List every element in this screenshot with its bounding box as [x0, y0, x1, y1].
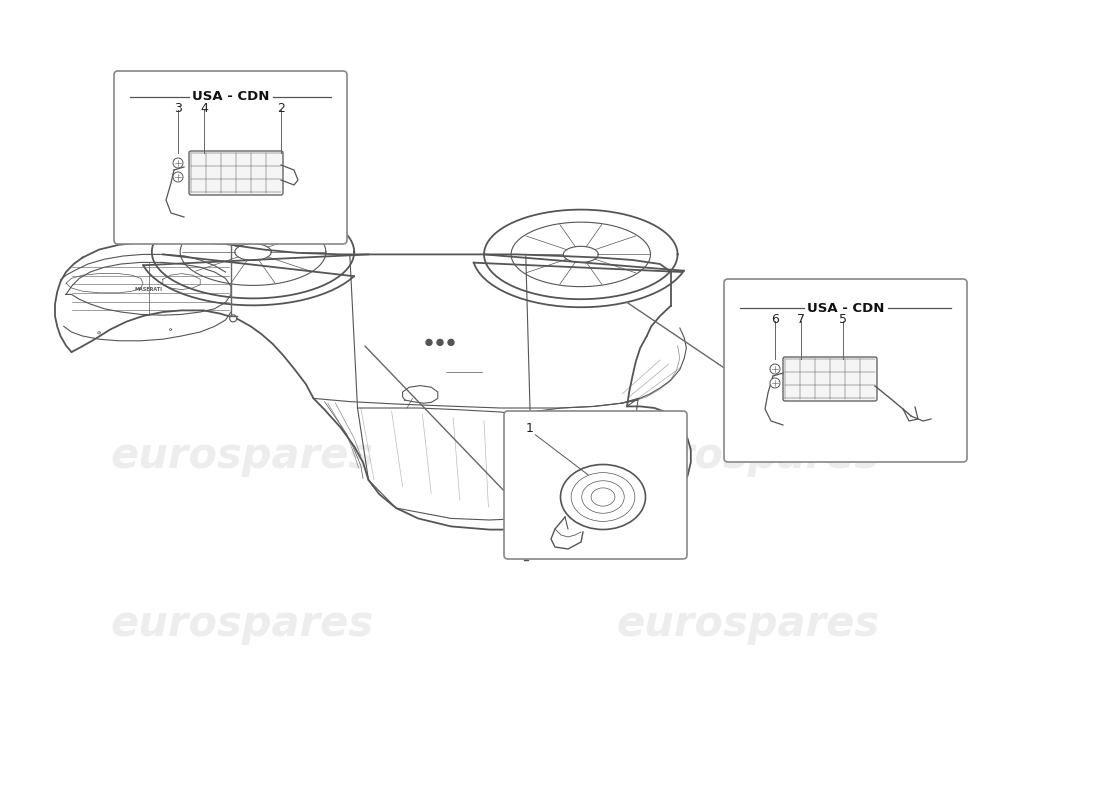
Ellipse shape — [571, 473, 635, 522]
FancyBboxPatch shape — [189, 151, 283, 195]
Text: USA - CDN: USA - CDN — [191, 90, 270, 103]
FancyBboxPatch shape — [783, 357, 877, 401]
Text: 7: 7 — [798, 313, 805, 326]
FancyBboxPatch shape — [504, 411, 688, 559]
Circle shape — [437, 339, 443, 346]
Text: eurospares: eurospares — [616, 603, 880, 645]
FancyBboxPatch shape — [114, 71, 346, 244]
Text: eurospares: eurospares — [110, 435, 374, 477]
Text: USA - CDN: USA - CDN — [806, 302, 884, 314]
Text: 3: 3 — [174, 102, 182, 115]
Circle shape — [230, 315, 236, 322]
Circle shape — [770, 378, 780, 388]
Text: 6: 6 — [771, 313, 779, 326]
Text: 5: 5 — [839, 313, 847, 326]
Text: MASERATI: MASERATI — [134, 287, 163, 292]
Ellipse shape — [561, 465, 646, 530]
Ellipse shape — [591, 488, 615, 506]
FancyBboxPatch shape — [724, 279, 967, 462]
Text: 2: 2 — [277, 102, 285, 115]
Circle shape — [770, 364, 780, 374]
Text: 1: 1 — [526, 422, 534, 435]
Text: 4: 4 — [200, 102, 208, 115]
Circle shape — [448, 339, 454, 346]
Text: eurospares: eurospares — [110, 603, 374, 645]
Circle shape — [173, 158, 183, 168]
Circle shape — [426, 339, 432, 346]
Circle shape — [173, 172, 183, 182]
Ellipse shape — [582, 481, 625, 514]
Text: eurospares: eurospares — [616, 435, 880, 477]
